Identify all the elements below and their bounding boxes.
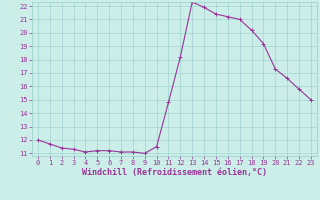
X-axis label: Windchill (Refroidissement éolien,°C): Windchill (Refroidissement éolien,°C) (82, 168, 267, 177)
